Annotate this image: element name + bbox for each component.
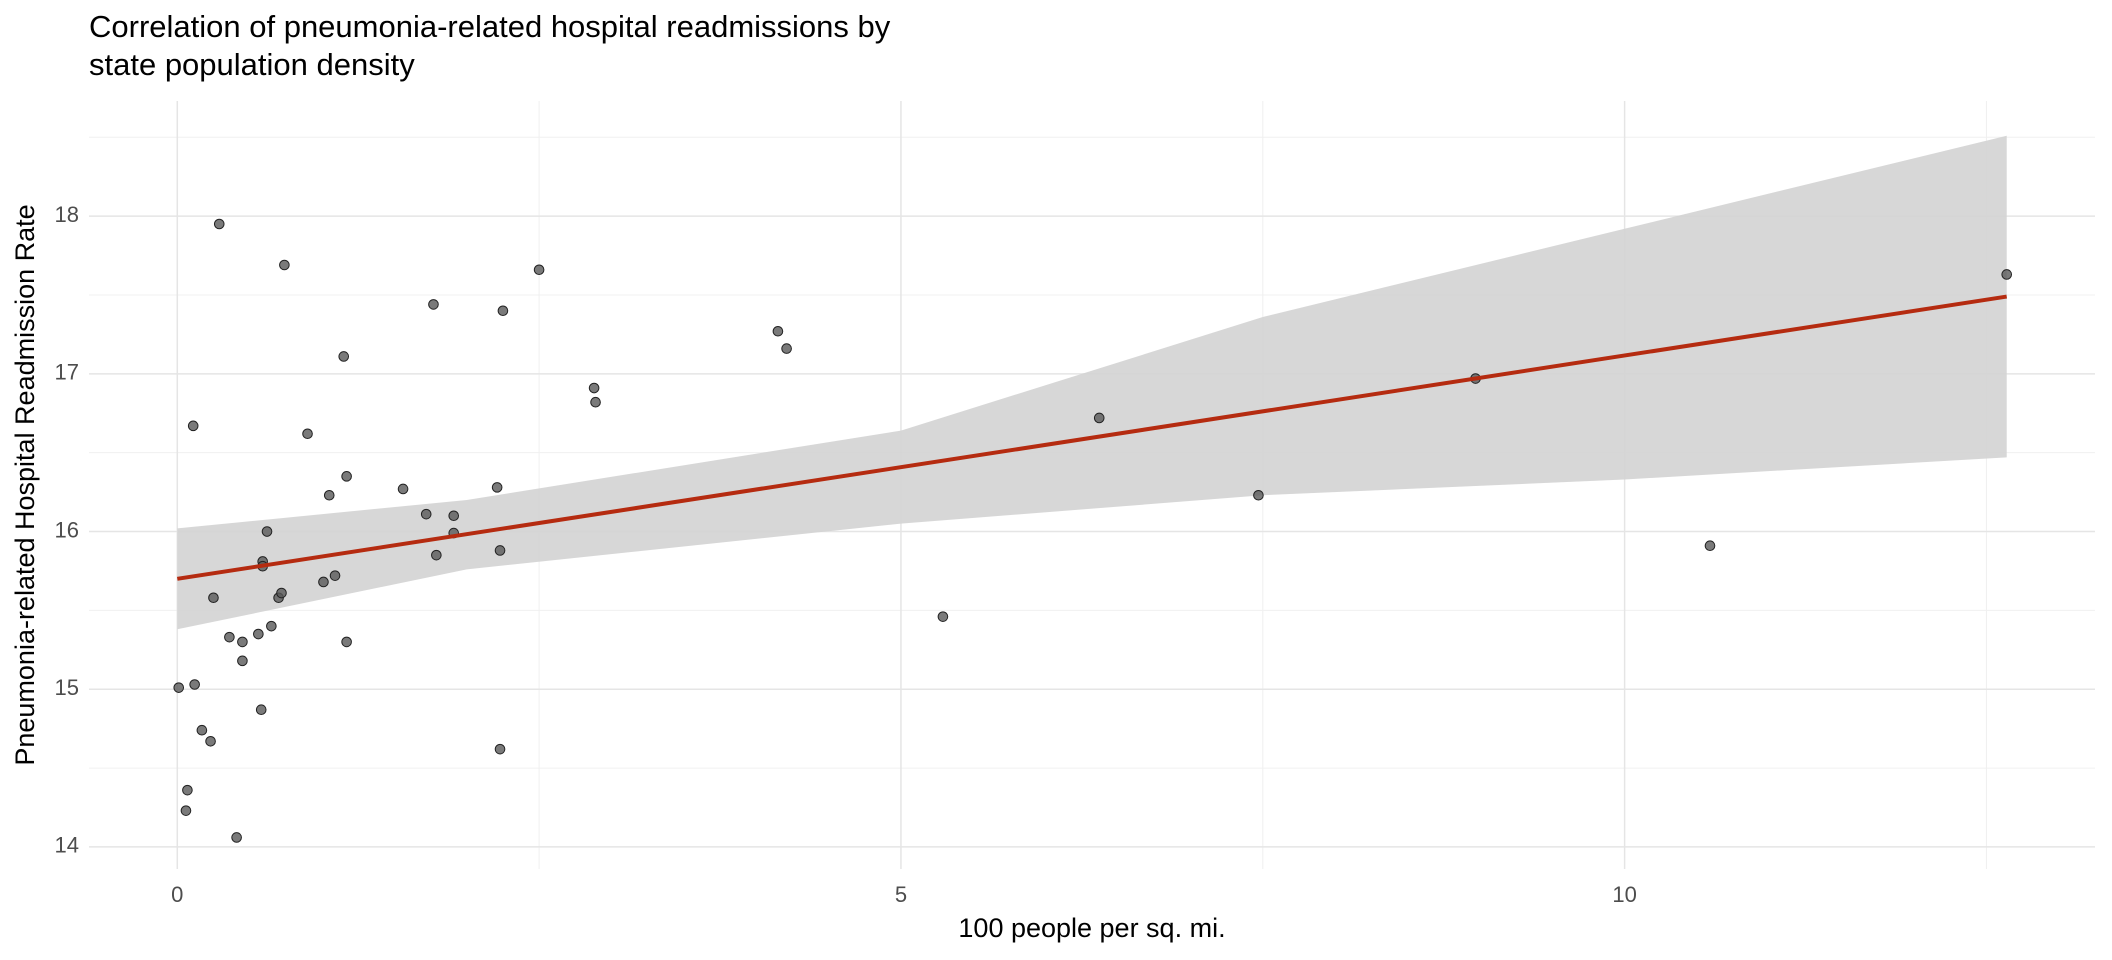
data-point	[266, 620, 277, 632]
chart-title: state population density	[89, 47, 415, 82]
data-point	[937, 611, 949, 622]
data-point	[590, 396, 601, 408]
data-point	[494, 545, 506, 556]
data-point	[497, 305, 509, 317]
data-point	[781, 343, 792, 354]
data-point	[1093, 412, 1105, 424]
data-point	[180, 805, 192, 816]
data-point	[213, 218, 225, 230]
data-point	[494, 743, 506, 755]
x-tick-label: 10	[1612, 882, 1636, 907]
data-point	[261, 526, 273, 537]
y-tick-label: 15	[55, 675, 79, 700]
data-point	[205, 735, 216, 747]
data-point	[279, 259, 290, 271]
data-point	[182, 784, 193, 796]
data-point	[341, 471, 352, 482]
data-point	[533, 264, 545, 276]
y-tick-label: 17	[55, 360, 79, 385]
data-point	[276, 587, 287, 599]
data-point	[323, 489, 335, 501]
data-point	[231, 832, 242, 843]
data-point	[588, 382, 600, 394]
x-tick-label: 5	[895, 882, 907, 907]
data-point	[237, 636, 248, 648]
data-point	[428, 299, 439, 310]
data-point	[397, 483, 409, 495]
data-point	[329, 570, 341, 581]
x-tick-label: 0	[171, 882, 183, 907]
y-tick-label: 16	[55, 517, 79, 542]
data-point	[431, 549, 442, 561]
data-point	[772, 325, 784, 337]
data-point	[237, 655, 248, 667]
y-tick-label: 18	[55, 202, 79, 227]
data-point	[318, 576, 329, 588]
data-point	[208, 592, 219, 604]
data-point	[1253, 489, 1264, 501]
x-axis-label: 100 people per sq. mi.	[958, 913, 1225, 943]
data-point	[491, 482, 503, 493]
data-point	[196, 724, 208, 736]
data-point	[253, 628, 264, 640]
y-axis-label: Pneumonia-related Hospital Readmission R…	[10, 204, 40, 765]
confidence-band	[177, 135, 2007, 630]
data-point	[2001, 269, 2013, 280]
y-tick-label: 14	[55, 833, 79, 858]
data-point	[224, 631, 235, 643]
data-point	[448, 510, 460, 522]
data-point	[341, 636, 352, 648]
data-point	[173, 682, 185, 693]
data-point	[420, 508, 432, 520]
data-point	[302, 428, 313, 440]
data-point	[1704, 540, 1716, 552]
data-point	[255, 704, 267, 716]
chart-title: Correlation of pneumonia-related hospita…	[89, 9, 891, 44]
data-point	[187, 420, 199, 432]
data-point	[189, 679, 200, 690]
regression-line	[176, 294, 2008, 581]
data-point	[338, 351, 350, 362]
